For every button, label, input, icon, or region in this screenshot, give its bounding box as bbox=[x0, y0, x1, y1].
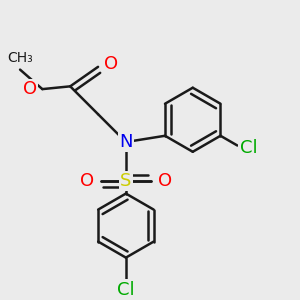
Text: methyl: methyl bbox=[18, 59, 22, 61]
Text: N: N bbox=[119, 133, 133, 151]
Text: O: O bbox=[80, 172, 94, 190]
Text: O: O bbox=[158, 172, 172, 190]
Text: methyl: methyl bbox=[15, 61, 20, 62]
Text: Cl: Cl bbox=[240, 139, 257, 157]
Text: CH₃: CH₃ bbox=[7, 52, 33, 65]
Text: O: O bbox=[103, 55, 118, 73]
Text: Cl: Cl bbox=[117, 280, 135, 298]
Text: O: O bbox=[23, 80, 37, 98]
Text: S: S bbox=[120, 172, 132, 190]
